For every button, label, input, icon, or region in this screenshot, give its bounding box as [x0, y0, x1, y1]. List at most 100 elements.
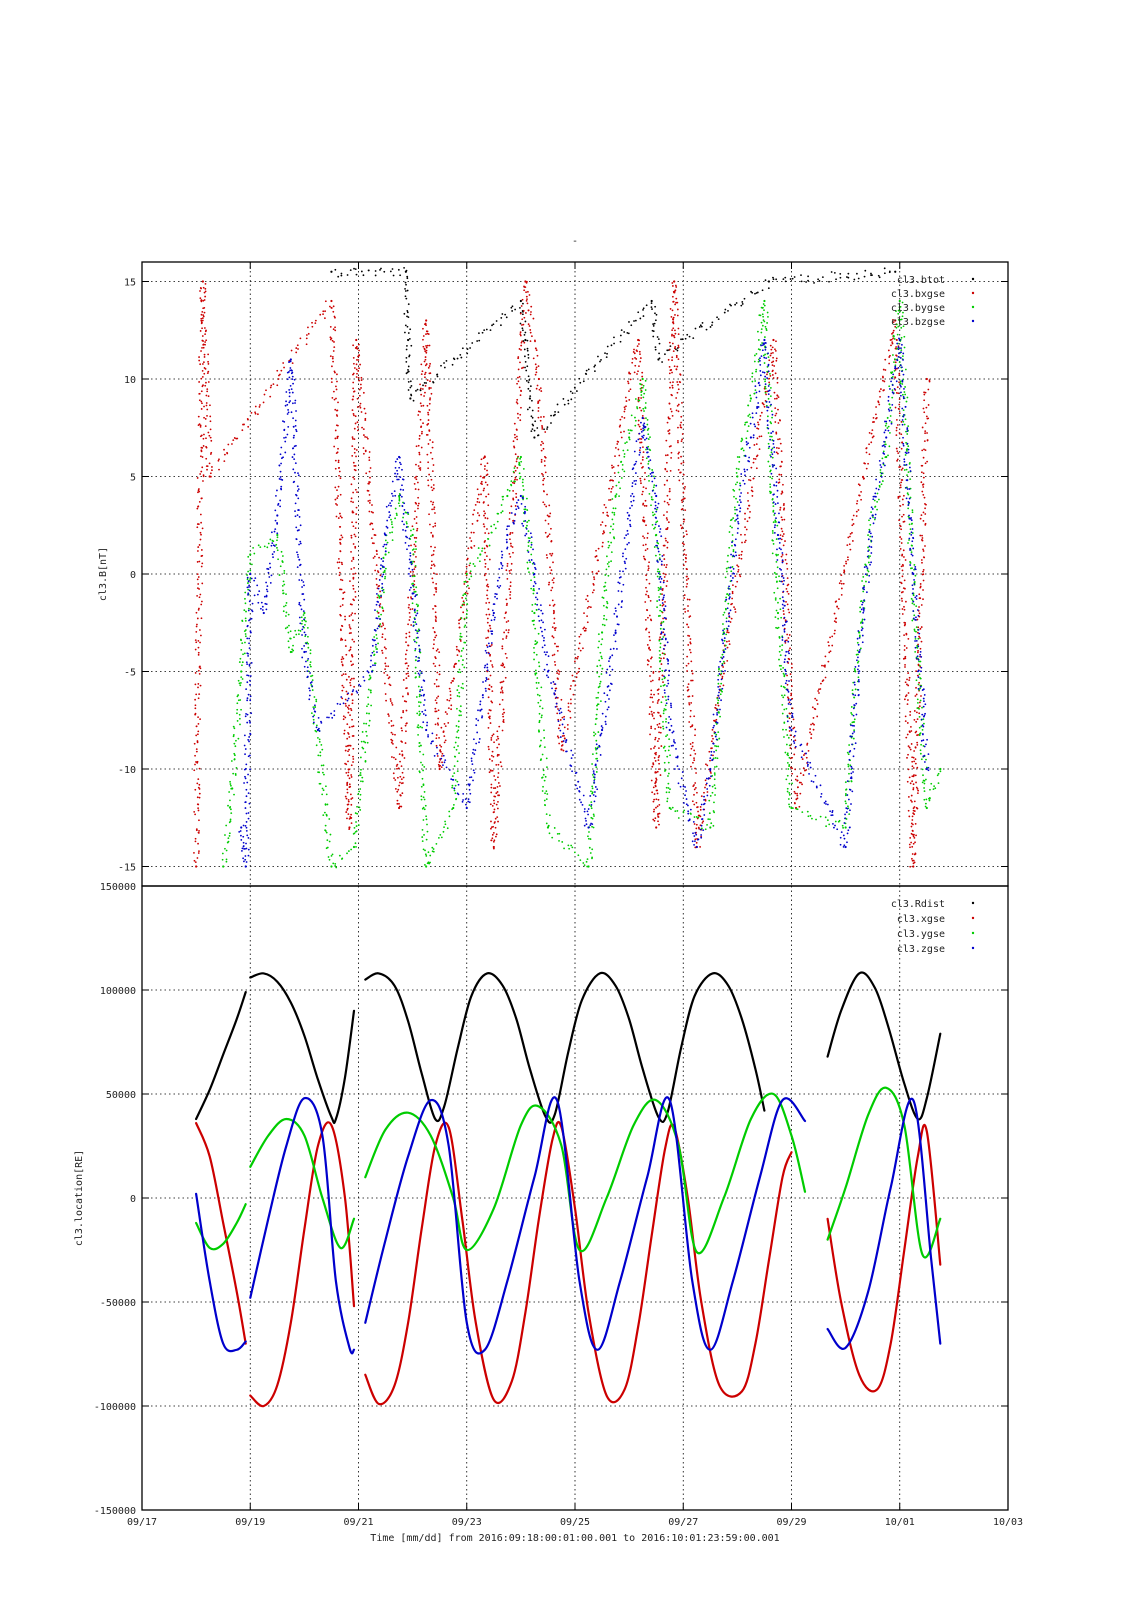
top-point [651, 696, 654, 699]
top-point [427, 851, 430, 854]
top-point [728, 643, 731, 646]
top-point [742, 449, 745, 452]
top-point [536, 384, 539, 387]
top-point [634, 319, 637, 322]
top-point [653, 808, 656, 811]
top-point [583, 612, 585, 615]
top-point [714, 706, 717, 709]
top-point [244, 633, 247, 635]
top-point [648, 631, 651, 634]
top-point [352, 412, 355, 415]
top-point [265, 389, 267, 392]
top-point [363, 740, 365, 743]
top-point [778, 650, 781, 653]
top-point [904, 622, 907, 624]
top-point [592, 826, 595, 829]
top-point [912, 812, 915, 815]
top-point [732, 584, 734, 587]
top-point [521, 481, 524, 484]
top-point [431, 535, 434, 538]
top-point [348, 704, 350, 707]
top-point [919, 585, 922, 588]
top-point [204, 330, 207, 333]
top-point [914, 746, 917, 748]
top-point [338, 561, 341, 564]
top-point [206, 408, 209, 411]
top-point [646, 532, 649, 535]
top-point [371, 542, 374, 545]
top-point [360, 740, 363, 743]
top-point [684, 486, 686, 488]
top-point [343, 732, 346, 735]
top-point [686, 655, 689, 658]
top-point [505, 569, 508, 572]
top-point [415, 478, 418, 481]
top-point [667, 521, 670, 524]
top-point [207, 353, 210, 356]
top-point [466, 609, 469, 612]
top-point [341, 563, 344, 566]
top-point [853, 278, 856, 281]
top-point [485, 602, 488, 604]
top-point [554, 642, 556, 645]
top-point [555, 645, 558, 648]
top-point [751, 291, 754, 294]
top-point [923, 496, 926, 499]
top-point [347, 708, 350, 710]
top-point [552, 612, 555, 615]
top-point [667, 772, 670, 775]
top-point [200, 434, 203, 437]
top-point [595, 766, 598, 769]
top-point [350, 774, 353, 776]
top-point [434, 605, 436, 607]
top-point [917, 649, 919, 652]
top-point [891, 342, 894, 345]
top-point [393, 777, 395, 780]
top-point [420, 405, 423, 407]
top-point [705, 328, 708, 331]
top-point [769, 387, 772, 389]
top-point [713, 772, 716, 775]
top-point [661, 696, 664, 698]
top-point [865, 467, 868, 470]
top-point [685, 568, 688, 570]
top-point [352, 747, 355, 750]
top-point [712, 810, 715, 812]
top-point [427, 413, 430, 416]
top-point [431, 577, 434, 580]
top-point [800, 274, 802, 277]
top-point [734, 303, 737, 306]
top-point [364, 412, 367, 415]
top-point [755, 352, 758, 355]
top-point [485, 495, 488, 498]
top-point [200, 350, 202, 352]
top-point [665, 720, 667, 723]
top-point [621, 468, 624, 471]
top-point [659, 627, 662, 630]
top-point [354, 595, 357, 598]
top-point [478, 501, 481, 504]
top-point [384, 638, 387, 641]
top-point [534, 627, 537, 630]
top-point [576, 672, 578, 675]
top-point [654, 305, 657, 308]
top-point [415, 463, 417, 466]
top-point [495, 835, 497, 838]
top-point [472, 563, 475, 565]
top-point [643, 520, 646, 523]
top-point [457, 725, 460, 728]
top-point [408, 337, 411, 340]
top-point [654, 727, 657, 730]
top-point [902, 657, 905, 660]
top-point [492, 755, 495, 758]
top-point [768, 359, 771, 362]
top-point [497, 794, 500, 797]
top-point [536, 693, 539, 696]
top-point [537, 406, 540, 409]
top-point [489, 627, 492, 630]
top-point [524, 280, 527, 283]
top-point [512, 519, 514, 522]
top-point [307, 646, 310, 649]
top-point [696, 791, 698, 794]
top-point [202, 315, 205, 318]
